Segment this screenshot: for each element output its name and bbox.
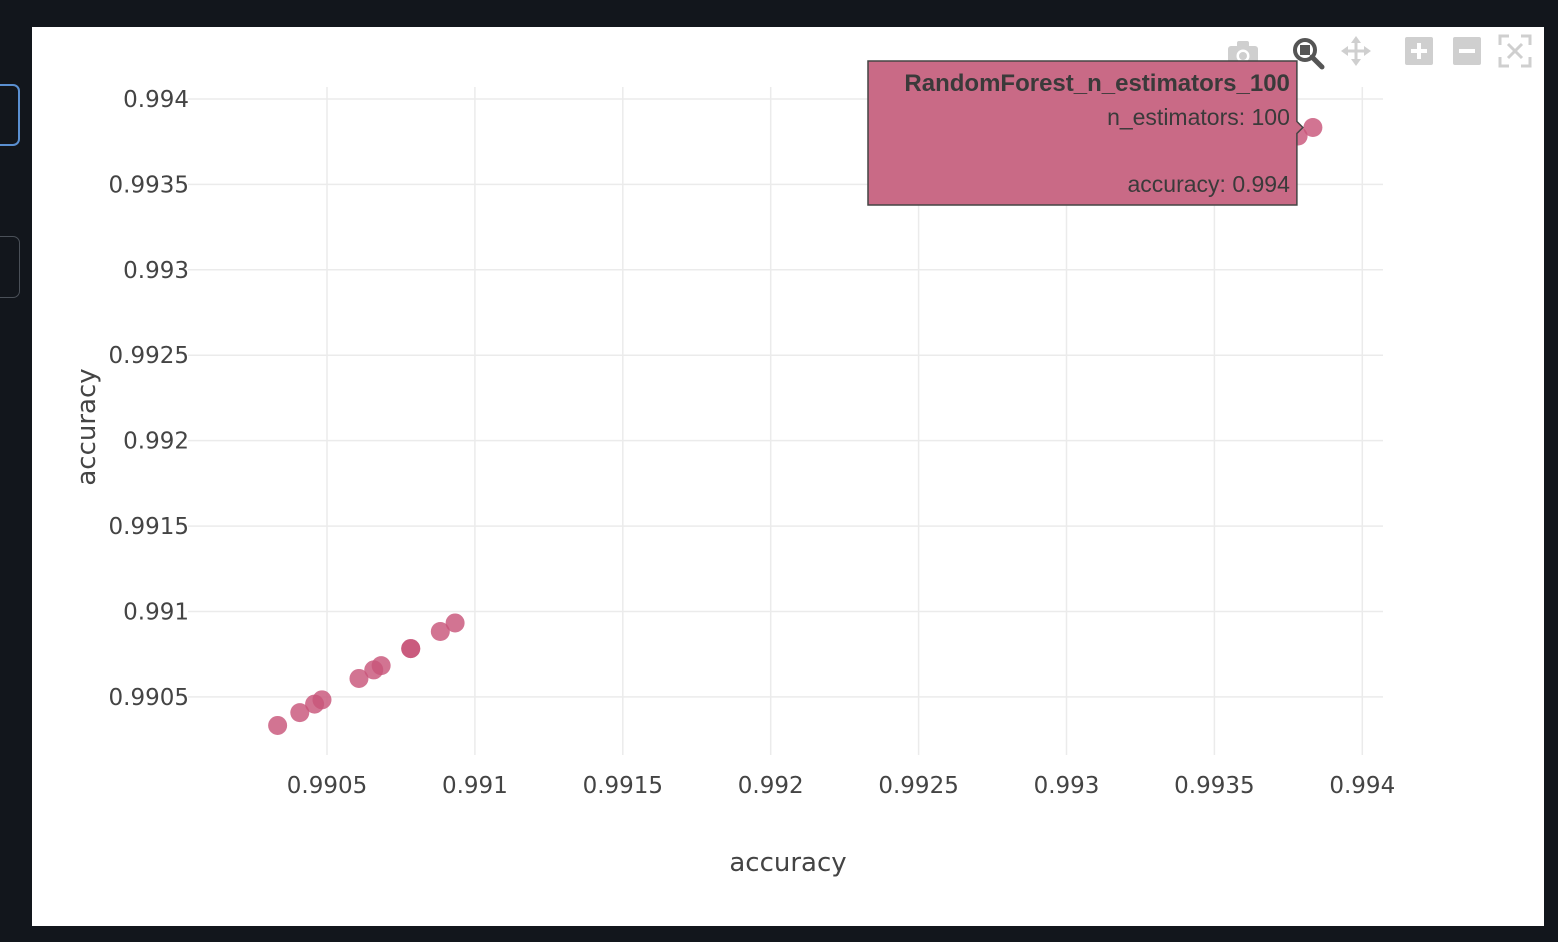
x-tick-label: 0.994 [1329,773,1395,799]
tooltip-box [867,60,1304,206]
zoom-in-icon[interactable] [1405,37,1433,65]
sidebar-control-top[interactable] [0,84,20,146]
sidebar-control-bottom[interactable] [0,236,20,298]
y-tick-labels: 0.9905 0.991 0.9915 0.992 0.9925 0.993 0.9935 0… [109,87,189,711]
x-tick-label: 0.993 [1034,773,1100,799]
tooltip-n-estimators: n_estimators: 100 [1107,104,1290,130]
y-tick-label: 0.991 [123,599,189,625]
y-tick-label: 0.9935 [109,172,189,198]
autoscale-icon[interactable] [1498,34,1532,68]
y-tick-label: 0.9905 [109,685,189,711]
x-tick-label: 0.9915 [583,773,663,799]
scatter-chart: 0.9905 0.991 0.9915 0.992 0.9925 0.993 0.9935 0… [72,34,1532,878]
x-tick-label: 0.991 [442,773,508,799]
hover-tooltip: RandomForest_n_estimators_100 n_estimato… [867,60,1304,206]
data-point[interactable] [290,703,310,723]
data-point[interactable] [445,613,465,633]
y-tick-label: 0.992 [123,429,189,455]
data-point[interactable] [401,639,421,659]
pan-icon[interactable] [1341,36,1371,66]
x-axis-title: accuracy [729,848,846,878]
data-point[interactable] [349,668,369,688]
x-tick-label: 0.992 [738,773,804,799]
y-axis-title: accuracy [72,368,102,485]
y-tick-label: 0.9915 [109,514,189,540]
data-point[interactable] [371,656,391,676]
y-tick-label: 0.9925 [109,343,189,369]
x-tick-label: 0.9925 [878,773,958,799]
data-points[interactable] [268,117,1323,735]
data-point[interactable] [1303,117,1323,137]
y-tick-label: 0.993 [123,258,189,284]
zoom-out-icon[interactable] [1453,37,1481,65]
data-point[interactable] [312,690,332,710]
chart-panel: 0.9905 0.991 0.9915 0.992 0.9925 0.993 0.9935 0… [32,27,1544,926]
y-tick-label: 0.994 [123,87,189,113]
tooltip-title: RandomForest_n_estimators_100 [904,70,1289,97]
zoom-icon[interactable] [1293,38,1325,70]
x-tick-label: 0.9935 [1174,773,1254,799]
x-tick-labels: 0.9905 0.991 0.9915 0.992 0.9925 0.993 0.9935 0… [287,773,1395,799]
x-tick-label: 0.9905 [287,773,367,799]
data-point[interactable] [430,621,450,641]
data-point[interactable] [268,715,288,735]
tooltip-accuracy: accuracy: 0.994 [1128,171,1291,197]
